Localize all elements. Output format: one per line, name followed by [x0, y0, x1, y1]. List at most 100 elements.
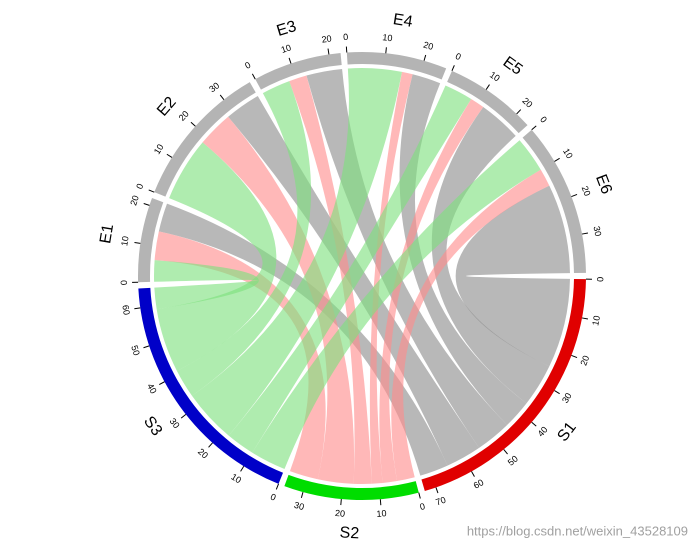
tick-mark — [159, 381, 165, 386]
tick-mark — [423, 54, 427, 61]
tick-label: 30 — [592, 225, 604, 237]
sector-arc — [522, 129, 586, 274]
tick-label: 10 — [152, 142, 166, 156]
tick-label: 20 — [580, 185, 593, 198]
tick-mark — [180, 414, 187, 419]
tick-label: 10 — [488, 70, 502, 84]
watermark: https://blog.csdn.net/weixin_43528109 — [467, 523, 688, 538]
chord-link — [191, 68, 402, 436]
tick-mark — [531, 125, 537, 131]
tick-mark — [166, 153, 173, 158]
tick-label: 0 — [419, 501, 426, 512]
tick-label: 20 — [196, 446, 210, 460]
tick-mark — [148, 189, 155, 193]
tick-mark — [581, 232, 589, 235]
sector-arc — [447, 70, 528, 134]
tick-mark — [134, 241, 141, 244]
chord-link — [379, 98, 484, 483]
tick-mark — [240, 465, 245, 472]
tick-mark — [208, 442, 213, 448]
tick-label: 60 — [120, 304, 131, 315]
sector-label: E4 — [392, 11, 414, 31]
sector-label: E3 — [275, 18, 299, 40]
tick-label: 20 — [128, 194, 141, 207]
tick-mark — [554, 390, 560, 395]
tick-label: 40 — [145, 382, 159, 396]
tick-label: 20 — [422, 40, 434, 52]
tick-label: 20 — [520, 96, 534, 110]
tick-mark — [190, 121, 196, 127]
sector-label: E5 — [500, 54, 526, 79]
links — [154, 68, 570, 484]
sector-arc — [284, 474, 419, 500]
chord-link — [154, 231, 326, 480]
tick-label: 20 — [177, 109, 191, 123]
tick-label: 10 — [590, 315, 602, 327]
tick-label: 10 — [561, 147, 575, 161]
tick-label: 10 — [280, 42, 293, 55]
tick-mark — [571, 354, 578, 359]
tick-label: 0 — [269, 492, 277, 503]
tick-label: 10 — [119, 235, 130, 246]
tick-mark — [275, 483, 280, 490]
sector-label: E1 — [97, 223, 117, 245]
tick-label: 0 — [454, 51, 463, 62]
chord-link — [289, 75, 372, 484]
tick-mark — [340, 498, 342, 506]
tick-label: 30 — [168, 416, 182, 430]
tick-mark — [581, 317, 589, 320]
tick-label: 0 — [538, 114, 549, 124]
sector-arc — [138, 198, 164, 283]
chord-link — [158, 203, 448, 476]
sector-arc — [255, 53, 342, 90]
tick-mark — [385, 47, 387, 54]
tick-mark — [143, 345, 150, 349]
tick-mark — [435, 487, 439, 494]
tick-mark — [143, 203, 150, 206]
tick-mark — [418, 492, 421, 499]
tick-label: 40 — [536, 425, 550, 439]
tick-label: 10 — [376, 508, 387, 519]
tick-label: 0 — [243, 60, 252, 71]
tick-mark — [451, 65, 455, 72]
chord-link — [455, 185, 570, 367]
sector-label: S1 — [554, 419, 579, 445]
tick-label: 30 — [293, 500, 305, 512]
tick-label: 20 — [321, 33, 332, 44]
tick-label: 70 — [434, 495, 447, 508]
tick-label: 20 — [335, 508, 346, 519]
chord-link — [156, 142, 277, 371]
tick-label: 0 — [595, 277, 605, 282]
tick-mark — [571, 193, 578, 198]
sector-arc — [421, 278, 586, 492]
sector-label: S3 — [140, 413, 165, 439]
tick-mark — [327, 48, 330, 55]
tick-label: 0 — [343, 32, 349, 42]
tick-label: 50 — [506, 454, 520, 468]
tick-mark — [485, 84, 490, 90]
sector-arc — [138, 287, 284, 484]
chord-link — [202, 116, 355, 484]
tick-label: 0 — [119, 280, 129, 285]
tick-label: 10 — [382, 32, 393, 43]
chord-link — [228, 85, 472, 453]
tick-mark — [134, 307, 141, 310]
chord-link — [391, 169, 550, 482]
chord-link — [431, 107, 550, 404]
tick-label: 20 — [578, 354, 591, 367]
chord-link — [154, 260, 259, 310]
tick-mark — [288, 57, 292, 64]
chord-link — [176, 81, 312, 396]
tick-label: 30 — [560, 391, 574, 405]
tick-mark — [219, 94, 225, 100]
sector-label: S2 — [339, 524, 359, 542]
sector-arc — [346, 52, 447, 80]
tick-mark — [531, 421, 537, 427]
tick-mark — [516, 109, 522, 115]
tick-mark — [554, 157, 560, 162]
sector-arc — [154, 82, 256, 197]
sector-label: E6 — [592, 172, 615, 196]
tick-label: 30 — [207, 80, 221, 94]
